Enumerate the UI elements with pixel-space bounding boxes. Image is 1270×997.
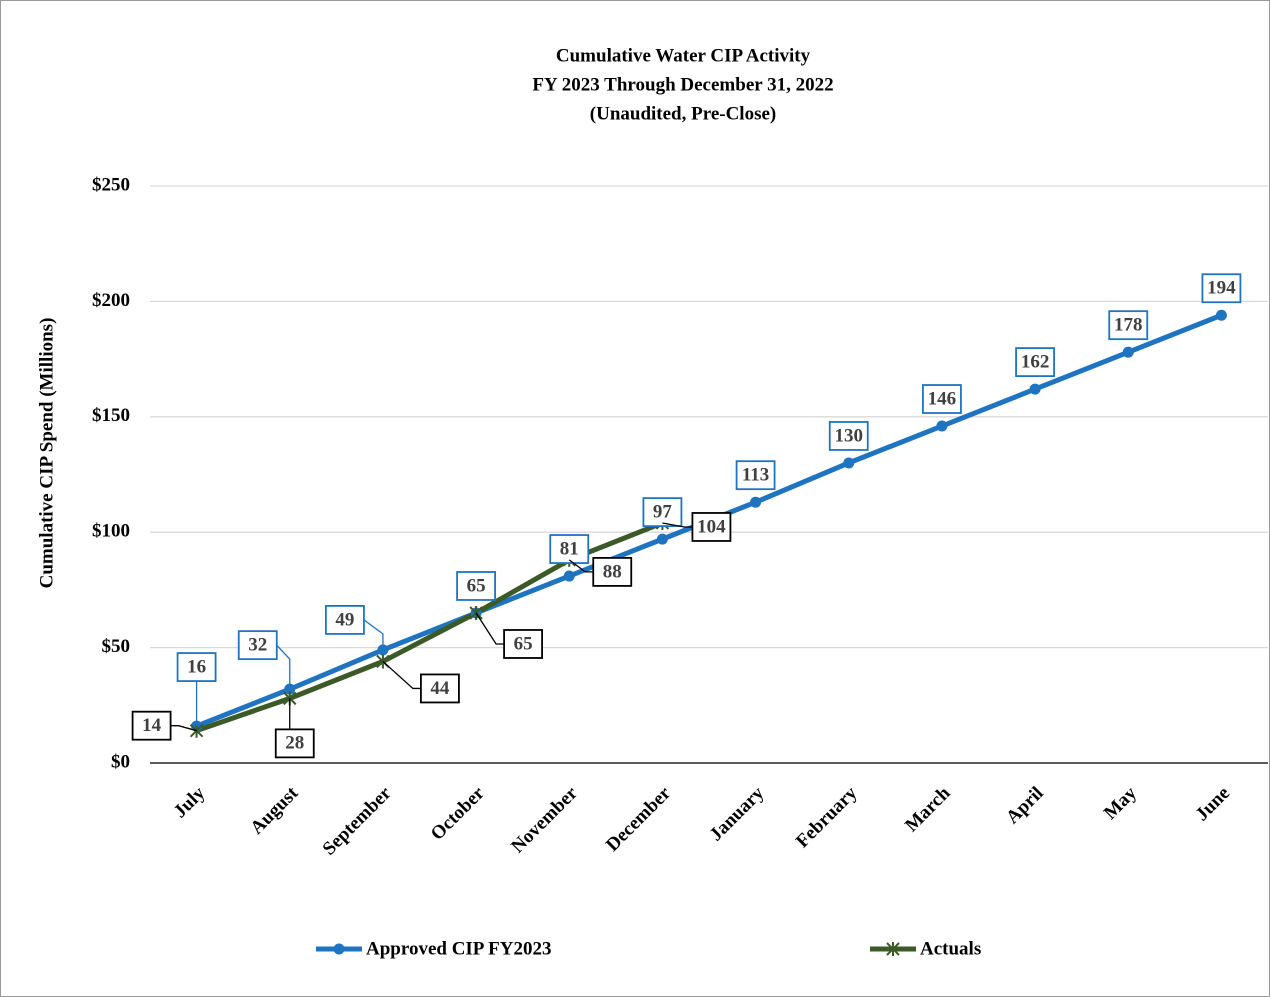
label-box (420, 673, 460, 704)
data-label: 81 (560, 538, 579, 559)
data-label: 49 (335, 609, 354, 630)
data-label: 16 (187, 656, 206, 677)
data-label: 65 (467, 575, 486, 596)
y-tick-label: $200 (92, 290, 130, 311)
point (1029, 383, 1041, 395)
point (469, 605, 483, 620)
y-tick-label: $150 (92, 405, 130, 426)
label-box (274, 728, 315, 759)
leader-line (662, 522, 693, 528)
leader-line (276, 644, 291, 690)
label-box (922, 384, 962, 414)
data-label: 44 (430, 678, 450, 699)
point (936, 420, 948, 432)
label-box (592, 556, 633, 587)
chart-title: (Unaudited, Pre-Close) (590, 103, 776, 124)
label-box (1108, 310, 1149, 341)
data-label: 32 (248, 635, 267, 656)
label-box (1015, 347, 1055, 378)
label-box (735, 460, 776, 491)
data-label: 162 (1021, 351, 1050, 372)
point (656, 533, 668, 545)
label-box (691, 512, 732, 542)
label-box (456, 571, 496, 601)
point (1122, 346, 1134, 358)
data-label: 97 (653, 501, 673, 522)
y-tick-label: $100 (92, 521, 130, 542)
data-label: 104 (697, 516, 726, 537)
label-box (549, 534, 590, 564)
leader-line (382, 660, 421, 690)
label-box (1201, 273, 1242, 304)
data-label: 178 (1114, 315, 1143, 336)
legend-label: Actuals (920, 938, 981, 959)
legend-marker (333, 943, 345, 955)
data-label: 14 (142, 715, 162, 736)
point (843, 457, 855, 469)
data-label: 65 (514, 633, 533, 654)
point (1215, 309, 1227, 321)
label-box (325, 605, 365, 635)
leader-line (170, 725, 197, 732)
y-axis-label: Cumulative CIP Spend (Millions) (36, 318, 57, 589)
y-tick-label: $0 (111, 751, 130, 772)
label-box (642, 497, 683, 528)
data-label: 130 (835, 425, 864, 446)
label-box (503, 629, 543, 659)
leader-line (568, 559, 594, 573)
data-label: 113 (742, 465, 769, 486)
data-label: 28 (285, 733, 304, 754)
data-label: 146 (928, 388, 957, 409)
y-tick-label: $250 (92, 174, 130, 195)
label-box (237, 630, 278, 661)
leader-line (363, 619, 384, 650)
legend-label: Approved CIP FY2023 (366, 938, 551, 959)
point (563, 570, 575, 582)
y-tick-label: $50 (102, 636, 131, 657)
legend-marker (886, 942, 900, 956)
label-box (131, 710, 172, 741)
point (750, 496, 762, 508)
label-box (176, 652, 217, 682)
label-box (828, 421, 869, 451)
chart-title: FY 2023 Through December 31, 2022 (532, 74, 833, 95)
data-label: 194 (1207, 278, 1236, 299)
chart-title: Cumulative Water CIP Activity (556, 45, 811, 66)
leader-line (475, 612, 505, 645)
data-label: 88 (603, 561, 622, 582)
